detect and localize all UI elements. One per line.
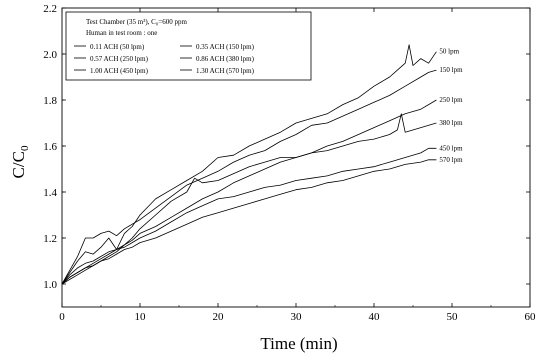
series-line-2: [61, 99, 437, 285]
series-end-label: 380 lpm: [439, 119, 463, 127]
x-tick-label: 20: [213, 311, 225, 323]
series-line-1: [61, 69, 437, 285]
x-tick-label: 0: [59, 311, 65, 323]
series-line-3: [61, 113, 437, 285]
x-tick-label: 50: [447, 311, 459, 323]
x-axis-title: Time (min): [260, 334, 337, 353]
series-end-label: 250 lpm: [439, 96, 463, 104]
series-end-label: 570 lpm: [439, 156, 463, 164]
series-end-label: 50 lpm: [439, 48, 459, 56]
legend-entry: 0.86 ACH (380 lpm): [180, 55, 255, 63]
series-line-5: [61, 159, 437, 285]
legend-entry: 0.11 ACH (50 lpm): [74, 43, 145, 51]
legend-entry-label: 1.00 ACH (450 lpm): [90, 67, 149, 75]
y-tick-label: 1.0: [43, 279, 57, 291]
y-tick-label: 2.0: [43, 49, 57, 61]
legend: Test Chamber (35 m³), C₀=600 ppm Human i…: [65, 11, 312, 81]
y-tick-label: 1.8: [43, 95, 57, 107]
legend-entry: 1.00 ACH (450 lpm): [74, 67, 149, 75]
legend-entry-label: 0.86 ACH (380 lpm): [196, 55, 255, 63]
y-tick-label: 2.2: [43, 3, 57, 15]
legend-entry-label: 1.30 ACH (570 lpm): [196, 67, 255, 75]
x-tick-label: 30: [291, 311, 303, 323]
legend-header-chamber: Test Chamber (35 m³), C₀=600 ppm: [86, 18, 187, 26]
series-end-label: 150 lpm: [439, 66, 463, 74]
legend-entry-label: 0.57 ACH (250 lpm): [90, 55, 149, 63]
legend-entry: 0.35 ACH (150 lpm): [180, 43, 255, 51]
x-tick-label: 40: [369, 311, 381, 323]
series-line-0: [61, 44, 437, 285]
y-axis-title: C/C0: [9, 145, 31, 178]
legend-header-human: Human in test room : one: [86, 29, 157, 37]
y-tick-label: 1.6: [43, 141, 57, 153]
x-tick-label: 10: [135, 311, 147, 323]
series-line-4: [61, 147, 437, 285]
legend-entry-label: 0.11 ACH (50 lpm): [90, 43, 145, 51]
x-tick-label: 60: [525, 311, 537, 323]
legend-entry: 1.30 ACH (570 lpm): [180, 67, 255, 75]
legend-entry-label: 0.35 ACH (150 lpm): [196, 43, 255, 51]
y-tick-label: 1.4: [43, 187, 57, 199]
y-tick-label: 1.2: [43, 233, 57, 245]
series-end-label: 450 lpm: [439, 144, 463, 152]
legend-entry: 0.57 ACH (250 lpm): [74, 55, 149, 63]
